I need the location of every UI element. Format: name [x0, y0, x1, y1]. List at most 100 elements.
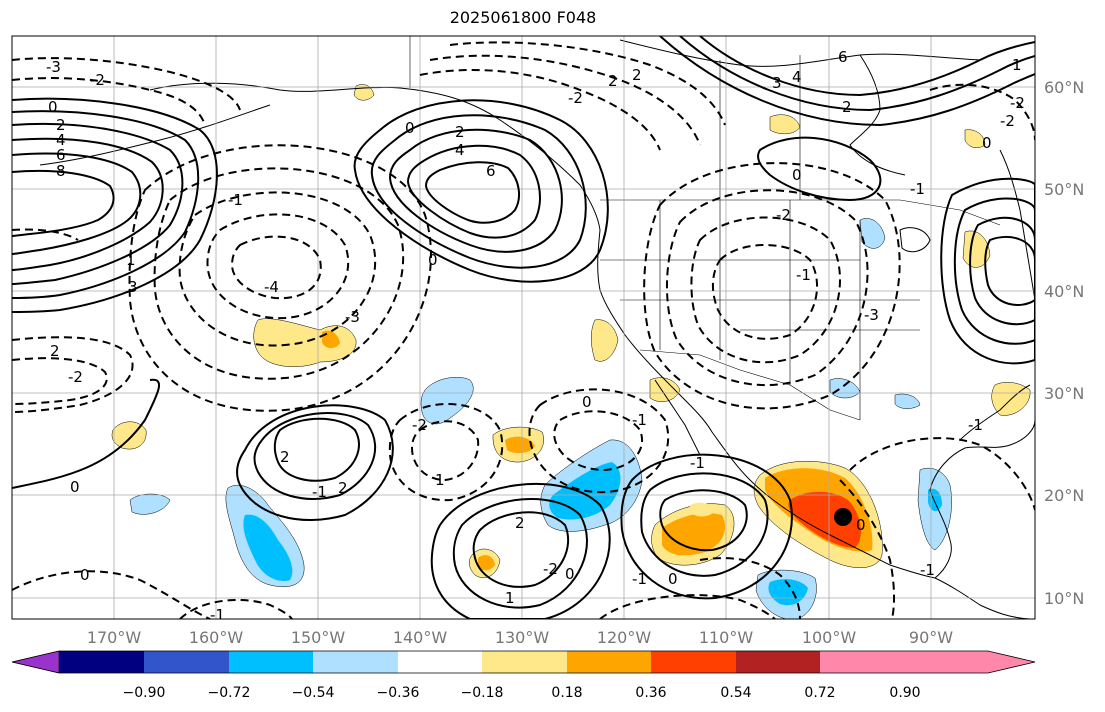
contour-label: -1: [690, 454, 705, 472]
contour-line: [699, 36, 1035, 97]
contour-line: [12, 357, 108, 405]
contour-line: [940, 177, 1035, 365]
contour-line: [424, 161, 521, 224]
shade-patch: [420, 377, 474, 425]
contour-line: [388, 128, 563, 253]
coastline-westcoast: [597, 229, 936, 579]
contour-label: -2: [568, 89, 583, 107]
contour-line: [12, 336, 134, 413]
contour-label: 1: [1012, 56, 1022, 74]
coastline-gulf: [929, 419, 1035, 579]
contour-label: 3: [772, 74, 782, 92]
contour-label: -3: [46, 58, 61, 76]
contour-line: [953, 197, 1035, 345]
contour-label: 0: [565, 565, 575, 583]
contour-line: [370, 114, 587, 269]
contour-label: 2: [842, 98, 852, 116]
contour-line: [12, 137, 164, 271]
contour-label: -1: [632, 570, 647, 588]
contour-label: 6: [838, 48, 848, 66]
contour-label: 0: [792, 166, 802, 184]
colorbar-extend-high: [905, 651, 1035, 673]
contour-label: -1: [228, 191, 243, 209]
contour-label: 2: [338, 479, 348, 497]
shade-patch: [991, 382, 1031, 416]
contour-line: [12, 228, 79, 241]
contour-label: 2: [280, 448, 290, 466]
shade-patch: [591, 319, 619, 362]
colorbar-tick-label: 0.36: [635, 685, 666, 701]
colorbar-tick-label: −0.90: [123, 685, 166, 701]
contour-line: [472, 511, 570, 588]
contour-line: [230, 235, 322, 300]
contour-line: [757, 136, 882, 202]
colorbar-tick-label: 0.90: [889, 685, 920, 701]
contour-label: 0: [668, 570, 678, 588]
coastline-east: [999, 149, 1035, 301]
lat-label: 60°N: [1044, 78, 1084, 97]
contour-line: [12, 169, 115, 237]
contour-label: 0: [80, 566, 90, 584]
contour-line: [452, 498, 588, 609]
contour-line: [429, 54, 701, 146]
contour-label: -2: [1010, 94, 1025, 112]
shade-patch: [788, 491, 861, 548]
contour-line: [969, 216, 1035, 326]
contour-label: 4: [792, 68, 802, 86]
colorbar-outline: [11, 650, 1036, 674]
colorbar-tick-label: −0.54: [292, 685, 335, 701]
contour-line: [643, 162, 901, 410]
contour-label: 2: [455, 123, 465, 141]
lon-label: 120°W: [597, 628, 652, 647]
shade-patch: [894, 393, 921, 409]
colorbar-segment: [229, 651, 313, 673]
shade-patch: [690, 502, 714, 517]
contour-line: [12, 97, 218, 313]
contour-label: -2: [776, 206, 791, 224]
contour-label: -1: [312, 483, 327, 501]
contour-line: [12, 570, 211, 619]
contour-line: [419, 69, 661, 151]
lon-label: 90°W: [909, 628, 953, 647]
colorbar-segment: [651, 651, 736, 673]
colorbar-extend-low: [11, 650, 60, 674]
coastline-centralamerica: [934, 577, 1031, 619]
contour-line: [406, 144, 541, 239]
contour-line: [659, 489, 748, 552]
border-us-canada: [600, 199, 1001, 226]
contour-line: [206, 213, 350, 320]
contour-line: [528, 388, 670, 494]
lat-label: 40°N: [1044, 282, 1084, 301]
colorbar-tick-label: 0.54: [720, 685, 751, 701]
contour-line: [620, 453, 793, 600]
colorbar-segment: [59, 651, 144, 673]
contour-line: [984, 235, 1035, 306]
contour-line: [273, 417, 360, 482]
colorbar: −0.90 −0.72 −0.54 −0.36 −0.18 0.18 0.36 …: [11, 650, 1036, 701]
contour-label: 4: [455, 141, 465, 159]
contour-label: 2: [515, 514, 525, 532]
lon-label: 140°W: [393, 628, 448, 647]
coastline-aleutians: [39, 104, 271, 166]
colorbar-tick-label: −0.36: [377, 685, 420, 701]
contour-label: 1: [126, 251, 136, 269]
lon-label: 130°W: [495, 628, 550, 647]
shade-patch: [768, 579, 808, 606]
contour-line: [353, 99, 609, 283]
contour-labels: -3 -2 0 2 4 6 8 -1 1 3 -4 2 -2 0 6 4 2 0…: [46, 48, 1025, 619]
shade-patch: [505, 436, 535, 454]
contour-label: 0: [582, 393, 592, 411]
contour-label: 3: [128, 278, 138, 296]
contour-line: [929, 83, 1035, 141]
contour-line: [449, 41, 726, 126]
shade-patch: [243, 514, 293, 582]
shade-patch: [322, 330, 340, 349]
lon-label: 150°W: [291, 628, 346, 647]
contour-line: [640, 472, 769, 577]
contour-line: [849, 437, 1035, 511]
contour-line: [12, 122, 184, 285]
colorbar-tick-label: 0.18: [551, 685, 582, 701]
colorbar-segment: [820, 651, 905, 673]
contour-line: [679, 36, 1035, 112]
colorbar-segment: [398, 651, 482, 673]
